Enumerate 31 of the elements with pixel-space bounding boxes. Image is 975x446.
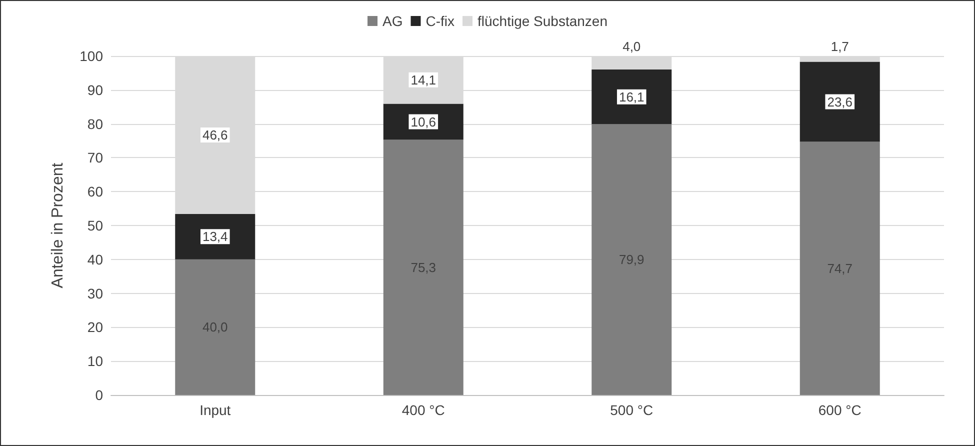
y-tick-label: 10 xyxy=(87,353,104,370)
y-tick-label: 90 xyxy=(87,82,104,98)
y-axis-title: Anteile in Prozent xyxy=(50,162,66,288)
legend-label: flüchtige Substanzen xyxy=(478,13,608,29)
y-tick-label: 50 xyxy=(87,218,104,234)
y-tick-label: 30 xyxy=(87,285,104,302)
data-label: 79,9 xyxy=(618,252,644,268)
data-label: 75,3 xyxy=(410,260,436,275)
y-tick-label: 40 xyxy=(87,251,104,268)
y-tick-label: 20 xyxy=(87,319,104,336)
data-label: 40,0 xyxy=(202,320,228,335)
x-tick-label: 500 °C xyxy=(610,402,654,418)
data-label: 16,1 xyxy=(618,89,644,104)
y-tick-label: 80 xyxy=(87,116,104,132)
x-tick-label: Input xyxy=(200,402,231,418)
data-label: 23,6 xyxy=(827,94,853,110)
x-tick-label: 400 °C xyxy=(402,402,445,418)
data-label: 13,4 xyxy=(202,229,228,244)
y-tick-label: 70 xyxy=(87,150,104,166)
y-tick-label: 0 xyxy=(95,387,104,403)
data-label: 46,6 xyxy=(202,127,228,142)
data-label: 74,7 xyxy=(827,260,853,276)
data-label: 1,7 xyxy=(830,39,849,54)
x-tick-label: 600 °C xyxy=(818,402,862,418)
legend-label: C-fix xyxy=(426,13,455,29)
y-tick-label: 100 xyxy=(80,48,104,64)
data-label: 4,0 xyxy=(622,39,641,54)
y-tick-label: 60 xyxy=(87,184,104,200)
data-label: 10,6 xyxy=(410,114,436,130)
data-label: 14,1 xyxy=(410,72,436,88)
legend-label: AG xyxy=(382,13,403,29)
